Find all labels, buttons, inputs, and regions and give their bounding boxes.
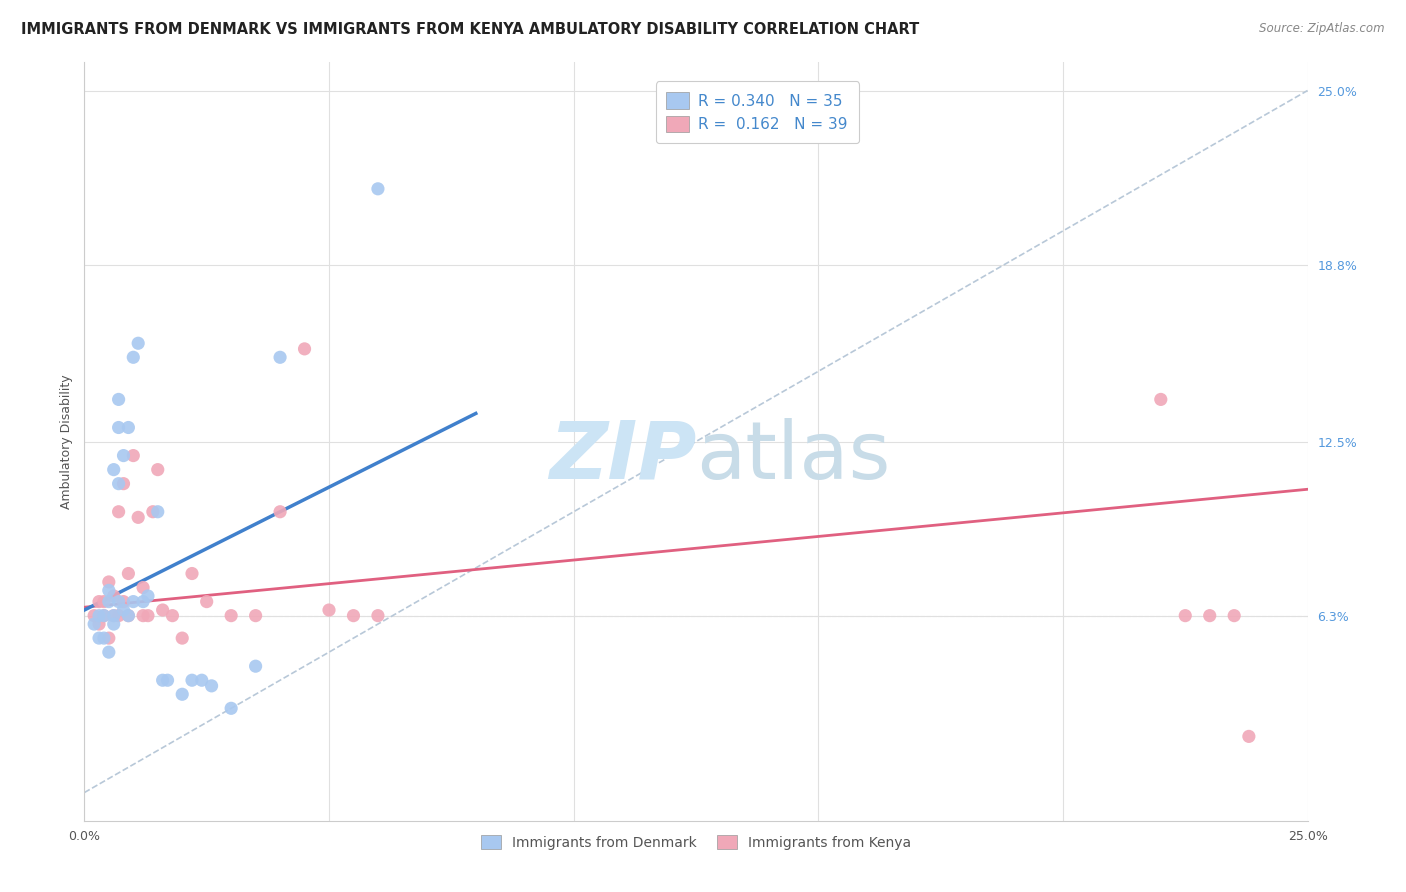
Text: ZIP: ZIP bbox=[548, 417, 696, 496]
Point bbox=[93, 631, 115, 645]
Point bbox=[87, 617, 110, 632]
Point bbox=[117, 420, 139, 434]
Point bbox=[122, 449, 145, 463]
Point bbox=[1237, 730, 1260, 744]
Point bbox=[1198, 608, 1220, 623]
Point bbox=[318, 603, 340, 617]
Point bbox=[107, 594, 129, 608]
Point bbox=[83, 617, 105, 632]
Point bbox=[103, 608, 125, 623]
Point bbox=[195, 594, 218, 608]
Text: IMMIGRANTS FROM DENMARK VS IMMIGRANTS FROM KENYA AMBULATORY DISABILITY CORRELATI: IMMIGRANTS FROM DENMARK VS IMMIGRANTS FR… bbox=[21, 22, 920, 37]
Point bbox=[112, 476, 135, 491]
Point bbox=[103, 608, 125, 623]
Point bbox=[172, 631, 194, 645]
Point bbox=[112, 449, 135, 463]
Point bbox=[83, 608, 105, 623]
Text: atlas: atlas bbox=[696, 417, 890, 496]
Point bbox=[146, 505, 169, 519]
Point bbox=[367, 182, 389, 196]
Point bbox=[93, 608, 115, 623]
Point bbox=[136, 589, 159, 603]
Point bbox=[107, 420, 129, 434]
Point bbox=[269, 351, 291, 365]
Point bbox=[87, 608, 110, 623]
Point bbox=[200, 679, 222, 693]
Point bbox=[103, 589, 125, 603]
Point bbox=[342, 608, 364, 623]
Point bbox=[97, 645, 120, 659]
Point bbox=[152, 603, 174, 617]
Point bbox=[107, 476, 129, 491]
Point bbox=[117, 566, 139, 581]
Point bbox=[245, 608, 267, 623]
Point bbox=[181, 566, 204, 581]
Point bbox=[191, 673, 214, 688]
Point bbox=[97, 583, 120, 598]
Legend: Immigrants from Denmark, Immigrants from Kenya: Immigrants from Denmark, Immigrants from… bbox=[475, 830, 917, 855]
Point bbox=[181, 673, 204, 688]
Point bbox=[152, 673, 174, 688]
Point bbox=[87, 594, 110, 608]
Point bbox=[269, 505, 291, 519]
Point bbox=[97, 631, 120, 645]
Point bbox=[117, 608, 139, 623]
Point bbox=[132, 594, 155, 608]
Point bbox=[127, 336, 149, 351]
Point bbox=[103, 462, 125, 476]
Point bbox=[1174, 608, 1197, 623]
Point bbox=[367, 608, 389, 623]
Point bbox=[97, 574, 120, 589]
Point bbox=[93, 594, 115, 608]
Point bbox=[1150, 392, 1173, 407]
Point bbox=[117, 608, 139, 623]
Point bbox=[132, 608, 155, 623]
Point bbox=[107, 505, 129, 519]
Point bbox=[172, 687, 194, 701]
Point bbox=[219, 608, 242, 623]
Point bbox=[162, 608, 184, 623]
Point bbox=[107, 392, 129, 407]
Point bbox=[107, 608, 129, 623]
Point bbox=[142, 505, 165, 519]
Point bbox=[219, 701, 242, 715]
Text: Source: ZipAtlas.com: Source: ZipAtlas.com bbox=[1260, 22, 1385, 36]
Y-axis label: Ambulatory Disability: Ambulatory Disability bbox=[60, 375, 73, 508]
Point bbox=[132, 581, 155, 595]
Point bbox=[156, 673, 179, 688]
Point bbox=[136, 608, 159, 623]
Point bbox=[146, 462, 169, 476]
Point bbox=[112, 603, 135, 617]
Point bbox=[97, 594, 120, 608]
Point bbox=[245, 659, 267, 673]
Point bbox=[112, 594, 135, 608]
Point bbox=[103, 617, 125, 632]
Point bbox=[1223, 608, 1246, 623]
Point bbox=[127, 510, 149, 524]
Point bbox=[294, 342, 316, 356]
Point bbox=[122, 594, 145, 608]
Point bbox=[122, 351, 145, 365]
Point bbox=[93, 608, 115, 623]
Point bbox=[87, 631, 110, 645]
